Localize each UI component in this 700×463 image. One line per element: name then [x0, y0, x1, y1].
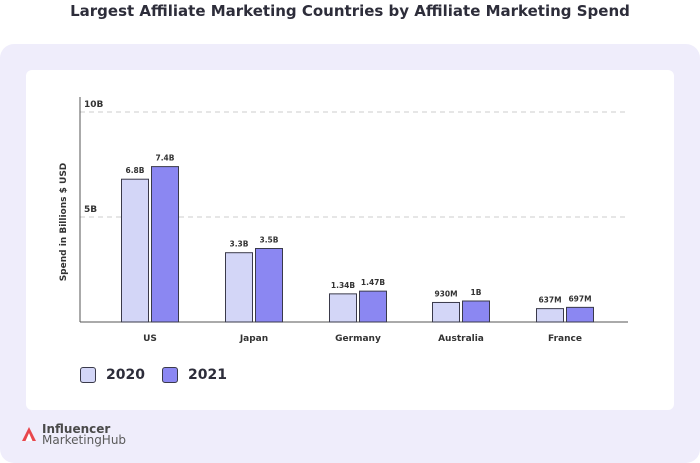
brand-name-line1: Influencer [42, 422, 111, 436]
y-axis-label: Spend in Billions $ USD [59, 162, 69, 282]
x-tick-label: US [143, 334, 157, 344]
legend-item-2021: 2021 [162, 367, 227, 383]
data-label: 1B [471, 288, 482, 297]
data-label: 637M [538, 296, 561, 305]
data-label: 3.3B [229, 240, 248, 249]
legend-label-2021: 2021 [188, 367, 227, 383]
bar-australia-2021 [462, 300, 490, 323]
brand-name-line2: MarketingHub [42, 433, 127, 447]
legend-swatch-2020 [80, 367, 96, 383]
chart-title: Largest Affiliate Marketing Countries by… [70, 2, 630, 20]
x-tick-label: France [548, 334, 582, 344]
legend-item-2020: 2020 [80, 367, 145, 383]
data-label: 930M [434, 289, 457, 298]
brand-logo-icon [22, 427, 36, 441]
bar-japan-2021 [255, 248, 283, 323]
bar-us-2021 [151, 166, 179, 323]
data-label: 1.47B [361, 278, 386, 287]
x-tick-label: Australia [438, 334, 484, 344]
data-label: 697M [568, 294, 591, 303]
data-label: 3.5B [259, 236, 278, 245]
data-label: 6.8B [125, 166, 144, 175]
bar-australia-2020 [432, 301, 460, 323]
y-tick-label: 5B [84, 205, 97, 215]
legend-label-2020: 2020 [106, 367, 145, 383]
brand-logo: Influencer MarketingHub [22, 422, 127, 447]
bar-france-2020 [536, 308, 564, 323]
data-label: 1.34B [331, 281, 356, 290]
bar-france-2021 [566, 306, 594, 323]
bar-us-2020 [121, 178, 149, 323]
bar-japan-2020 [225, 252, 253, 323]
bar-germany-2021 [359, 290, 387, 323]
x-tick-label: Germany [335, 334, 381, 344]
legend-swatch-2021 [162, 367, 178, 383]
data-label: 7.4B [155, 154, 174, 163]
x-tick-label: Japan [239, 334, 268, 344]
y-tick-label: 10B [84, 100, 104, 110]
bar-germany-2020 [329, 293, 357, 323]
